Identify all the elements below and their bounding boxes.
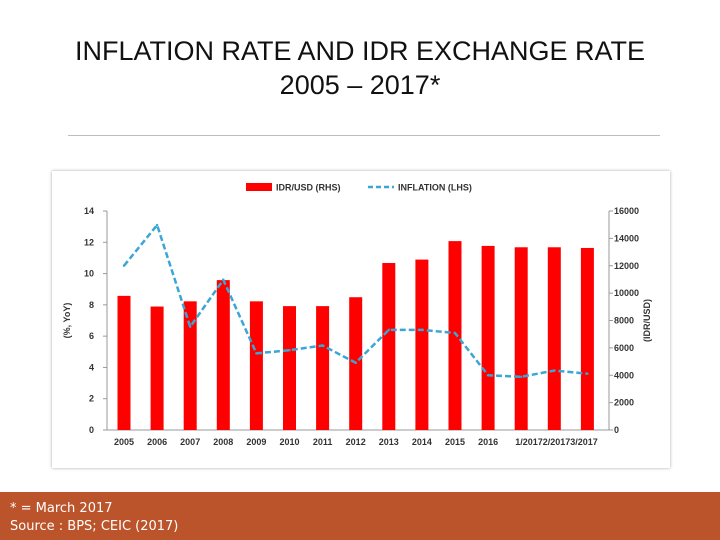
bar-2009 <box>249 301 263 430</box>
inflation-point-2010 <box>288 349 291 352</box>
y-tick-label-right: 6000 <box>614 343 634 353</box>
x-tick-label: 2012 <box>346 437 366 447</box>
x-tick-label: 2013 <box>379 437 399 447</box>
bar-2008 <box>216 280 230 430</box>
x-tick-label: 2010 <box>279 437 299 447</box>
inflation-point-2016 <box>486 374 490 377</box>
footer-notes: * = March 2017 Source : BPS; CEIC (2017) <box>10 500 270 536</box>
inflation-point-2009 <box>255 352 258 355</box>
bar-1/2017 <box>514 247 528 430</box>
chart-panel: IDR/USD (RHS) INFLATION (LHS) 0 2 4 6 8 10 12 14 0… <box>52 171 670 468</box>
inflation-point-2013 <box>387 328 390 332</box>
title-line-2: 2005 – 2017* <box>279 70 441 100</box>
y-tick-label-right: 4000 <box>614 370 634 380</box>
y-axis-title-left: (%, YoY) <box>62 303 72 339</box>
inflation-point-3/2017 <box>586 372 589 375</box>
legend-swatch-bars <box>246 183 272 191</box>
legend-label-line: INFLATION (LHS) <box>398 183 472 193</box>
bar-3/2017 <box>580 247 594 430</box>
bar-2014 <box>415 259 429 430</box>
footnote: * = March 2017 <box>10 501 113 516</box>
bar-2007 <box>183 301 197 430</box>
inflation-point-2007 <box>189 325 192 328</box>
inflation-point-2005 <box>122 264 126 267</box>
bar-2006 <box>150 306 164 430</box>
y-tick-label-left: 6 <box>89 331 94 341</box>
slide-title: INFLATION RATE AND IDR EXCHANGE RATE 200… <box>0 34 720 102</box>
bar-2013 <box>382 263 396 430</box>
x-tick-label: 2011 <box>313 437 333 447</box>
inflation-point-2014 <box>420 328 424 332</box>
footer-bar <box>0 492 720 540</box>
y-tick-label-right: 0 <box>614 425 619 435</box>
inflation-point-2011 <box>321 344 324 347</box>
inflation-point-1/2017 <box>520 375 523 379</box>
inflation-point-2/2017 <box>553 369 556 372</box>
combo-chart: IDR/USD (RHS) INFLATION (LHS)024681012140… <box>62 183 652 448</box>
x-tick-label: 1/20172/20173/2017 <box>515 437 598 447</box>
y-tick-label-left: 14 <box>84 206 94 216</box>
y-tick-label-right: 14000 <box>614 233 639 243</box>
y-tick-label-left: 2 <box>89 394 94 404</box>
y-tick-label-left: 0 <box>89 425 94 435</box>
title-line-1: INFLATION RATE AND IDR EXCHANGE RATE <box>74 36 646 66</box>
x-tick-label: 2006 <box>147 437 167 447</box>
x-tick-label: 2014 <box>412 437 432 447</box>
inflation-point-2006 <box>155 223 159 227</box>
y-tick-label-left: 12 <box>84 237 94 247</box>
inflation-point-2008 <box>222 278 225 282</box>
y-tick-label-right: 10000 <box>614 288 639 298</box>
x-tick-label: 2005 <box>114 437 134 447</box>
y-tick-label-right: 2000 <box>614 398 634 408</box>
bar-2015 <box>448 241 462 430</box>
inflation-point-2015 <box>453 331 457 335</box>
bar-2011 <box>316 306 330 430</box>
legend-label-bars: IDR/USD (RHS) <box>276 183 341 193</box>
x-tick-label: 2015 <box>445 437 465 447</box>
bar-2/2017 <box>547 247 561 430</box>
bar-2005 <box>117 295 131 430</box>
x-tick-label: 2016 <box>478 437 498 447</box>
inflation-point-2012 <box>354 361 357 364</box>
y-tick-label-left: 4 <box>89 362 94 372</box>
x-tick-label: 2007 <box>180 437 200 447</box>
x-tick-label: 2008 <box>213 437 233 447</box>
y-tick-label-right: 8000 <box>614 316 634 326</box>
x-tick-label: 2009 <box>246 437 266 447</box>
y-tick-label-right: 16000 <box>614 206 639 216</box>
bar-2016 <box>481 245 495 430</box>
y-tick-label-left: 8 <box>89 300 94 310</box>
y-axis-title-right: (IDR/USD) <box>642 299 652 342</box>
source-note: Source : BPS; CEIC (2017) <box>10 519 179 534</box>
title-divider <box>68 135 660 136</box>
y-tick-label-left: 10 <box>84 269 94 279</box>
bar-2010 <box>283 306 296 430</box>
y-tick-label-right: 12000 <box>614 261 639 271</box>
